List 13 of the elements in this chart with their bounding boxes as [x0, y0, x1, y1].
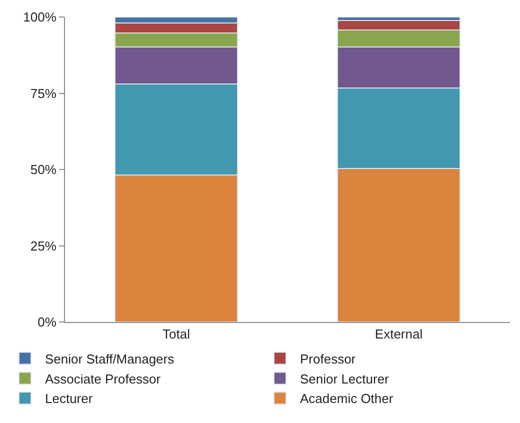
y-tick-label: 25% — [30, 238, 57, 254]
y-tick-label: 50% — [30, 162, 57, 178]
x-tick-label: External — [374, 326, 423, 342]
legend-label: Lecturer — [45, 391, 94, 406]
legend-label: Senior Lecturer — [300, 371, 390, 386]
legend-label: Associate Professor — [45, 371, 162, 386]
y-tick-label: 75% — [30, 86, 57, 101]
x-tick-label: Total — [162, 326, 190, 342]
legend-label: Professor — [300, 351, 356, 366]
y-tick-label: 0% — [38, 314, 57, 330]
legend-label: Academic Other — [300, 391, 394, 406]
y-tick-label: 100% — [23, 10, 57, 25]
legend-label: Senior Staff/Managers — [45, 351, 175, 366]
